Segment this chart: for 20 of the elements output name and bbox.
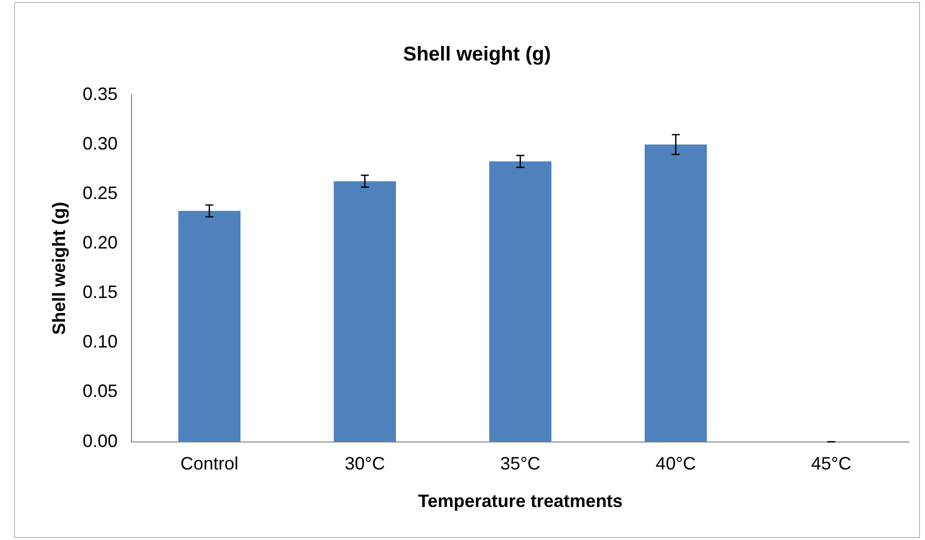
x-tick-label: Control bbox=[180, 454, 238, 474]
x-tick-label: 45°C bbox=[811, 454, 852, 474]
y-tick-label: 0.10 bbox=[82, 332, 118, 352]
y-axis-title: Shell weight (g) bbox=[48, 202, 69, 335]
y-tick-label: 0.30 bbox=[82, 134, 118, 154]
y-tick-label: 0.35 bbox=[82, 84, 118, 104]
x-axis-title: Temperature treatments bbox=[418, 491, 623, 512]
x-tick-label: 40°C bbox=[656, 454, 696, 474]
bar bbox=[489, 161, 552, 442]
y-tick-label: 0.00 bbox=[82, 430, 118, 451]
bar bbox=[334, 181, 396, 442]
x-tick-label: 30°C bbox=[344, 454, 385, 474]
chart-title: Shell weight (g) bbox=[403, 44, 551, 66]
bar bbox=[644, 144, 707, 442]
y-tick-label: 0.20 bbox=[82, 232, 118, 253]
y-tick-label: 0.05 bbox=[82, 381, 118, 402]
y-tick-label: 0.15 bbox=[82, 282, 118, 302]
bar bbox=[178, 210, 240, 442]
x-tick-label: 35°C bbox=[500, 454, 540, 474]
y-tick-label: 0.25 bbox=[82, 183, 118, 204]
